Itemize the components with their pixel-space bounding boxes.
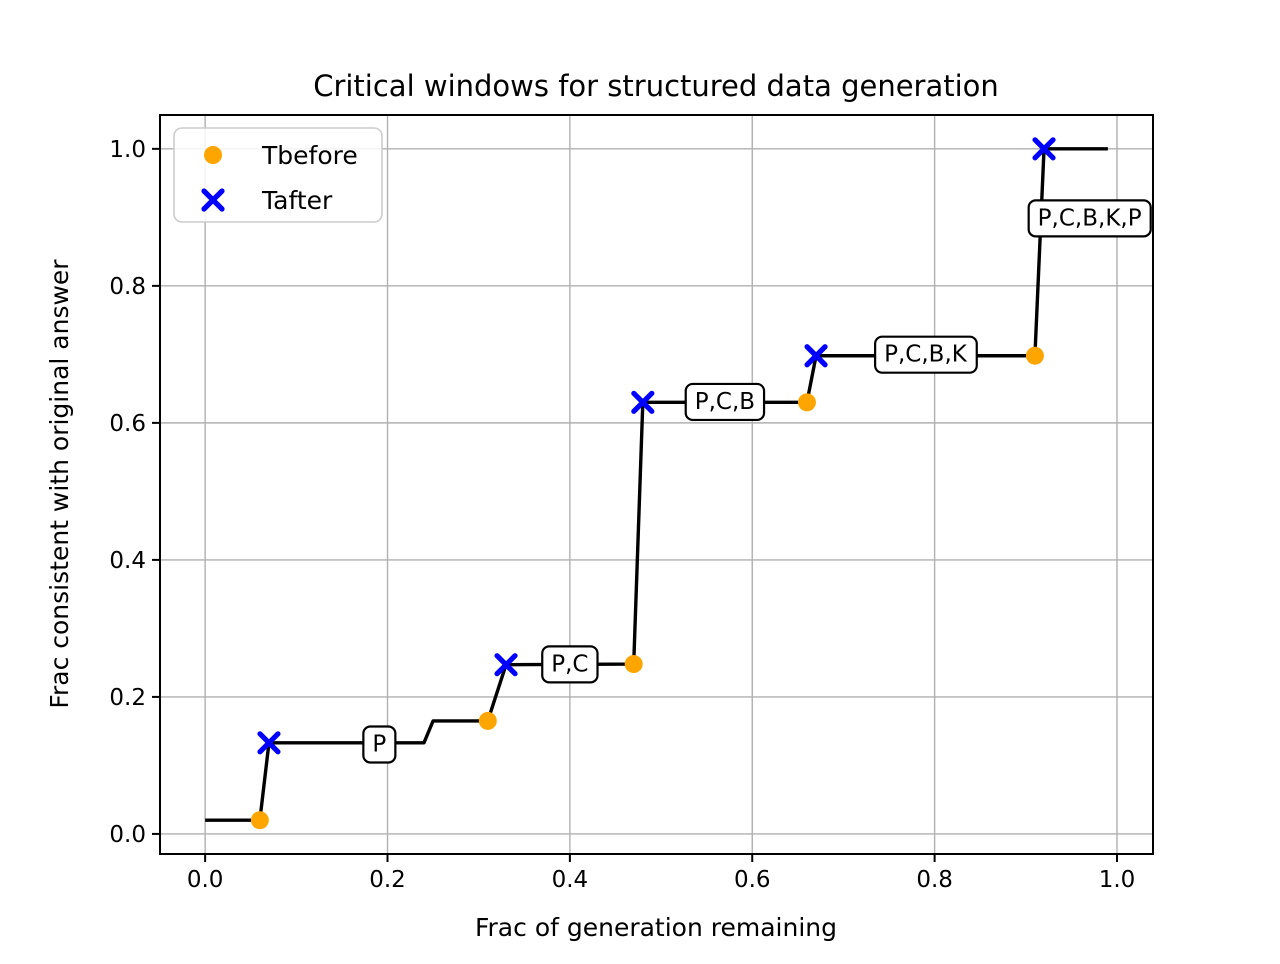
annotation-p: P (362, 725, 397, 764)
plot-area (159, 114, 1154, 855)
tafter-marker (494, 653, 518, 677)
legend-marker-tafter (201, 188, 225, 212)
y-axis-label: Frac consistent with original answer (45, 259, 74, 709)
tbefore-marker (797, 393, 816, 412)
tbefore-marker (1025, 346, 1044, 365)
x-axis-label: Frac of generation remaining (475, 913, 837, 942)
annotation-label: P,C,B,K (884, 342, 968, 368)
chart-title: Critical windows for structured data gen… (313, 69, 999, 103)
y-tick-label: 0.8 (109, 274, 146, 300)
tbefore-marker (250, 811, 269, 830)
legend-marker-tbefore (204, 146, 222, 164)
legend-box (173, 127, 383, 223)
annotation-p-c-b-k: P,C,B,K (874, 335, 978, 374)
annotation-box (1027, 199, 1152, 238)
x-tick-label: 0.0 (187, 867, 224, 893)
annotation-label: P (372, 731, 386, 757)
annotation-label: P,C (551, 651, 588, 677)
annotation-p-c-b-k-p: P,C,B,K,P (1027, 199, 1152, 238)
y-tick-label: 0.6 (109, 411, 146, 437)
tafter-marker (1032, 137, 1056, 161)
axis-ticks: 0.0 0.2 0.4 0.6 0.8 1.0 0.0 0.2 0.4 0.6 0.8 1.0 (109, 137, 1135, 893)
data-line (205, 147, 1108, 822)
annotation-box (362, 725, 397, 764)
step-line (205, 147, 1108, 822)
tafter-marker (257, 731, 281, 755)
annotation-label: P,C,B,K,P (1038, 205, 1142, 231)
x-tick-label: 0.4 (552, 867, 589, 893)
annotation-box (541, 645, 599, 684)
x-tick-label: 0.2 (369, 867, 406, 893)
annotation-p-c: P,C (541, 645, 599, 684)
x-tick-label: 1.0 (1099, 867, 1136, 893)
y-tick-label: 0.2 (109, 685, 146, 711)
y-tick-label: 0.0 (109, 822, 146, 848)
legend-entry-label: Tbefore (261, 141, 358, 170)
y-tick-label: 0.4 (109, 548, 146, 574)
tafter-marker (631, 390, 655, 414)
data-markers (250, 137, 1056, 830)
tafter-marker (804, 344, 828, 368)
annotation-box (684, 382, 766, 422)
tbefore-marker (478, 711, 497, 730)
x-tick-label: 0.8 (916, 867, 953, 893)
annotation-box (874, 335, 978, 374)
y-tick-label: 1.0 (109, 137, 146, 163)
tbefore-marker (624, 655, 643, 674)
annotation-label: P,C,B (695, 389, 755, 415)
annotations: P P,C P,C,B P,C,B,K P,C,B,K,P (362, 199, 1152, 764)
legend-entry-label: Tafter (261, 186, 333, 215)
x-tick-label: 0.6 (734, 867, 771, 893)
annotation-p-c-b: P,C,B (684, 382, 766, 422)
legend: Tbefore Tafter (173, 127, 383, 223)
